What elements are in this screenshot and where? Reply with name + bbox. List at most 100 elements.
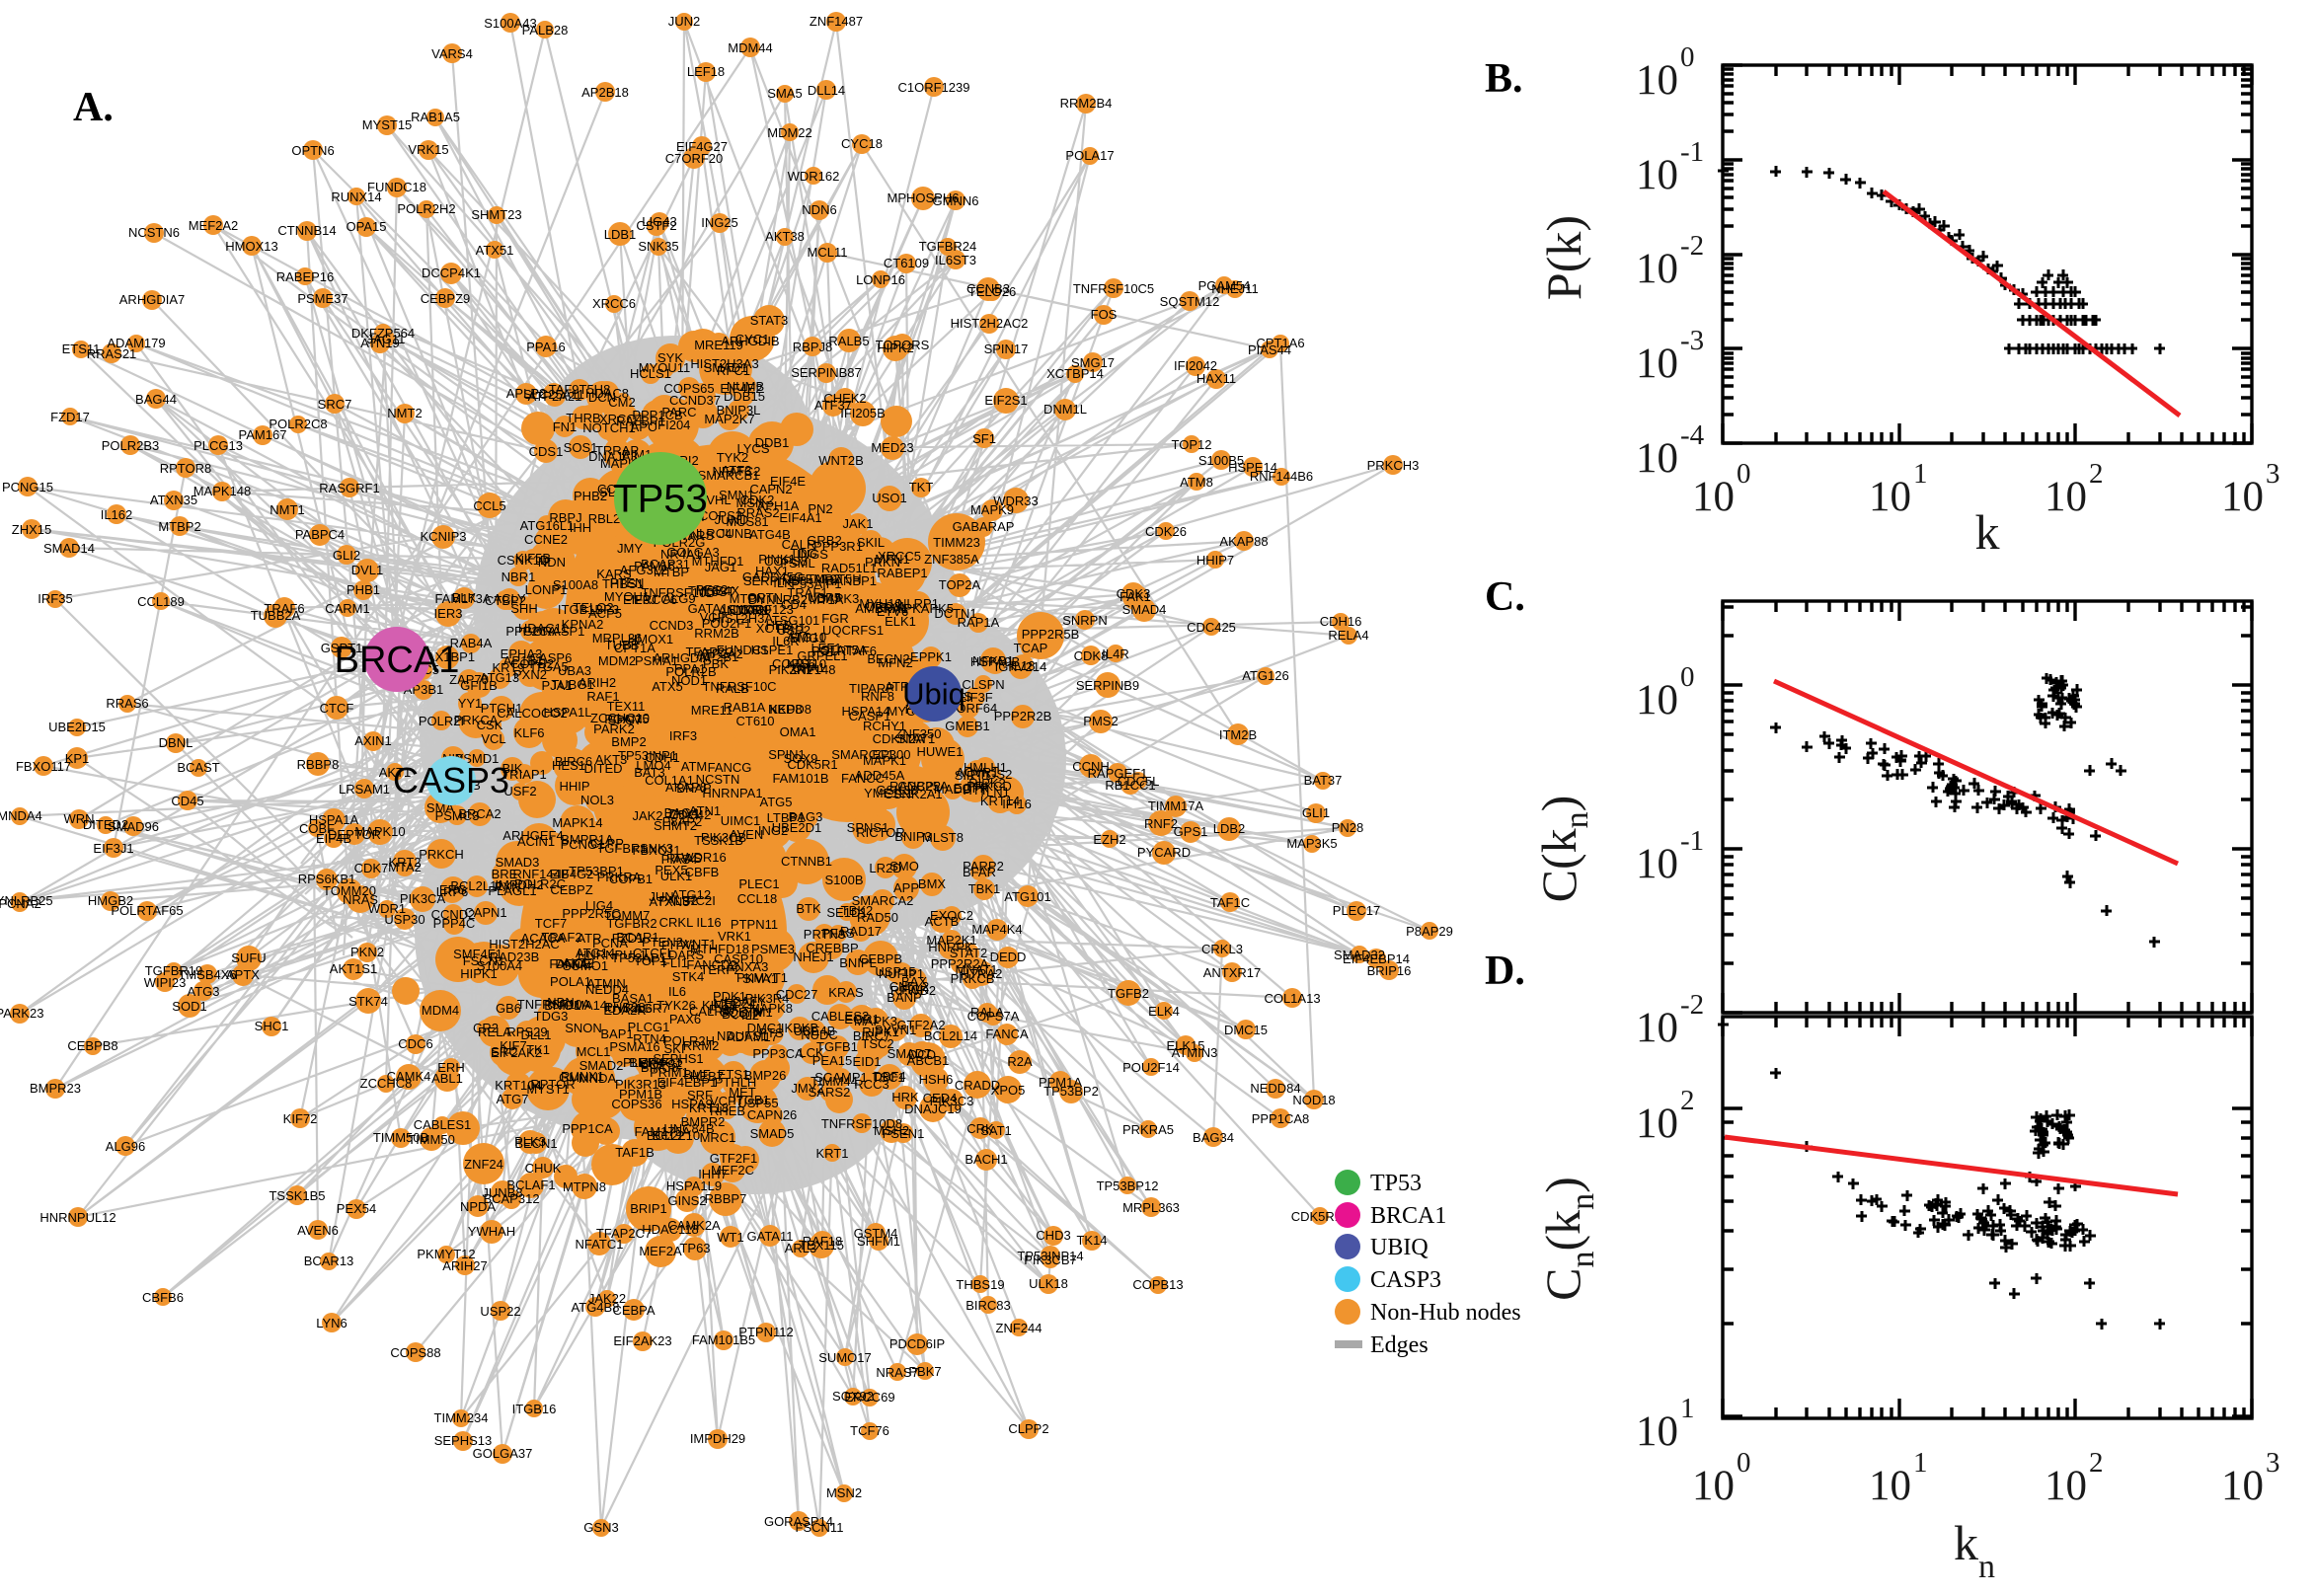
svg-text:TGFBR24: TGFBR24: [919, 239, 977, 254]
svg-text:CT6109: CT6109: [884, 256, 929, 270]
svg-text:DAPK3: DAPK3: [817, 591, 860, 606]
svg-text:TUBB: TUBB: [605, 638, 640, 652]
svg-text:TAF9T5H: TAF9T5H: [807, 571, 861, 586]
svg-text:GOLGA37: GOLGA37: [473, 1446, 533, 1461]
svg-text:IL6ST3: IL6ST3: [935, 253, 976, 267]
svg-text:GLI2: GLI2: [333, 548, 360, 563]
svg-text:USP22: USP22: [480, 1304, 520, 1319]
svg-text:ATN1: ATN1: [689, 803, 721, 818]
svg-text:TIMM234: TIMM234: [434, 1410, 489, 1425]
svg-text:COPS3: COPS3: [699, 508, 742, 523]
svg-text:EIF3J: EIF3J: [623, 592, 656, 607]
svg-text:TUBB2A: TUBB2A: [251, 608, 301, 623]
svg-text:PPP2CA: PPP2CA: [505, 624, 557, 639]
svg-text:CTNNB1: CTNNB1: [781, 854, 832, 869]
svg-text:MTA2: MTA2: [388, 860, 422, 874]
svg-text:CRADD: CRADD: [955, 1078, 1000, 1093]
svg-text:HSPA9B: HSPA9B: [970, 654, 1020, 669]
svg-text:BCAST: BCAST: [177, 760, 219, 775]
svg-text:LONP16: LONP16: [856, 272, 905, 287]
svg-text:NLRP1: NLRP1: [897, 596, 939, 611]
svg-text:DMC15: DMC15: [1224, 1023, 1268, 1037]
svg-text:TYK2: TYK2: [717, 450, 749, 465]
svg-text:MYOU11: MYOU11: [639, 360, 691, 375]
svg-text:KPNA2: KPNA2: [562, 617, 604, 632]
svg-text:COPS65: COPS65: [663, 381, 714, 396]
svg-text:ING25: ING25: [701, 215, 738, 230]
svg-text:PN2: PN2: [808, 501, 832, 516]
svg-text:SNK35: SNK35: [638, 239, 678, 254]
svg-text:SMAD9: SMAD9: [728, 602, 772, 617]
svg-text:MFN1: MFN1: [875, 552, 909, 567]
svg-text:DDB15: DDB15: [724, 389, 765, 404]
svg-text:UIMC1: UIMC1: [721, 813, 760, 828]
svg-text:CR2: CR2: [473, 1021, 499, 1035]
svg-text:HSPA1L9: HSPA1L9: [666, 1178, 722, 1193]
svg-text:RALB: RALB: [716, 681, 749, 696]
svg-text:CASP3: CASP3: [1370, 1267, 1441, 1293]
svg-text:FAM101B5: FAM101B5: [692, 1332, 755, 1347]
svg-text:BCL2L11: BCL2L11: [450, 878, 502, 893]
svg-text:BACH1: BACH1: [965, 1152, 1007, 1167]
svg-text:ATP2A2: ATP2A2: [696, 646, 742, 661]
svg-text:MAP4K4: MAP4K4: [971, 922, 1022, 937]
svg-text:ATX5: ATX5: [652, 679, 683, 694]
svg-text:JMY: JMY: [617, 541, 643, 556]
svg-text:TNFRSF10D8: TNFRSF10D8: [821, 1116, 902, 1131]
svg-text:1: 1: [1913, 1447, 1928, 1479]
svg-text:AXIN1: AXIN1: [354, 733, 392, 748]
svg-text:JMY2: JMY2: [791, 1081, 823, 1096]
svg-text:10: 10: [1636, 1005, 1678, 1051]
svg-text:2: 2: [1680, 1085, 1695, 1116]
svg-text:BANP: BANP: [887, 990, 921, 1005]
svg-text:TP53BP2: TP53BP2: [1043, 1084, 1099, 1099]
svg-text:PDK1: PDK1: [713, 989, 746, 1004]
svg-text:PBK: PBK: [703, 656, 729, 671]
svg-text:PIK3R1: PIK3R1: [769, 662, 813, 677]
svg-text:HNRNPUL12: HNRNPUL12: [39, 1210, 116, 1225]
svg-text:SIRT1: SIRT1: [955, 768, 991, 783]
svg-text:FAM173A: FAM173A: [434, 591, 491, 606]
svg-text:HEB: HEB: [766, 618, 793, 633]
svg-text:10: 10: [1636, 435, 1678, 482]
svg-text:C1ORF1239: C1ORF1239: [898, 80, 970, 95]
svg-text:RRAS: RRAS: [666, 851, 702, 866]
svg-text:MDM44: MDM44: [728, 40, 773, 55]
svg-text:ANXA3: ANXA3: [727, 959, 769, 974]
svg-text:SHC1: SHC1: [255, 1019, 289, 1033]
svg-text:HIST2H3A3: HIST2H3A3: [690, 356, 758, 371]
svg-text:EIF4G27: EIF4G27: [676, 139, 728, 154]
svg-text:ITGB16: ITGB16: [512, 1402, 557, 1416]
svg-text:RNF144B6: RNF144B6: [1250, 469, 1313, 484]
svg-text:GB6: GB6: [496, 1001, 521, 1016]
svg-text:AKAP88: AKAP88: [1219, 534, 1268, 549]
svg-text:2: 2: [2089, 1447, 2104, 1479]
svg-text:IL16: IL16: [696, 915, 721, 930]
svg-text:BMP2: BMP2: [611, 734, 646, 749]
svg-text:MNDA4: MNDA4: [0, 808, 42, 823]
svg-text:MUS81: MUS81: [726, 514, 768, 529]
svg-text:EIF4E: EIF4E: [770, 474, 806, 489]
svg-text:RBBP8: RBBP8: [297, 757, 340, 772]
svg-text:CAPN2: CAPN2: [749, 482, 792, 496]
svg-text:BRCA1: BRCA1: [335, 640, 460, 681]
svg-text:MSN2: MSN2: [826, 1485, 862, 1500]
svg-text:BECN2: BECN2: [867, 651, 909, 666]
svg-text:MYST15: MYST15: [362, 117, 413, 132]
svg-text:ACTB: ACTB: [925, 914, 960, 929]
svg-text:PRKRA5: PRKRA5: [1122, 1122, 1174, 1137]
svg-text:TP53: TP53: [613, 478, 708, 521]
svg-text:IRF3: IRF3: [669, 728, 697, 743]
svg-text:C(kn): C(kn): [1531, 796, 1595, 903]
svg-text:CARM1: CARM1: [325, 601, 370, 616]
svg-text:FAK1: FAK1: [1119, 589, 1151, 604]
svg-text:ANTXR1: ANTXR1: [718, 603, 768, 618]
svg-text:JAK22: JAK22: [588, 1291, 626, 1306]
svg-text:CD45: CD45: [171, 794, 203, 808]
svg-text:10: 10: [1636, 246, 1678, 292]
svg-text:-4: -4: [1680, 419, 1705, 451]
svg-text:NOD1: NOD1: [671, 673, 707, 688]
svg-text:ZNF24: ZNF24: [464, 1157, 503, 1172]
svg-text:-3: -3: [1680, 325, 1704, 356]
svg-text:TSC1: TSC1: [872, 1070, 904, 1085]
